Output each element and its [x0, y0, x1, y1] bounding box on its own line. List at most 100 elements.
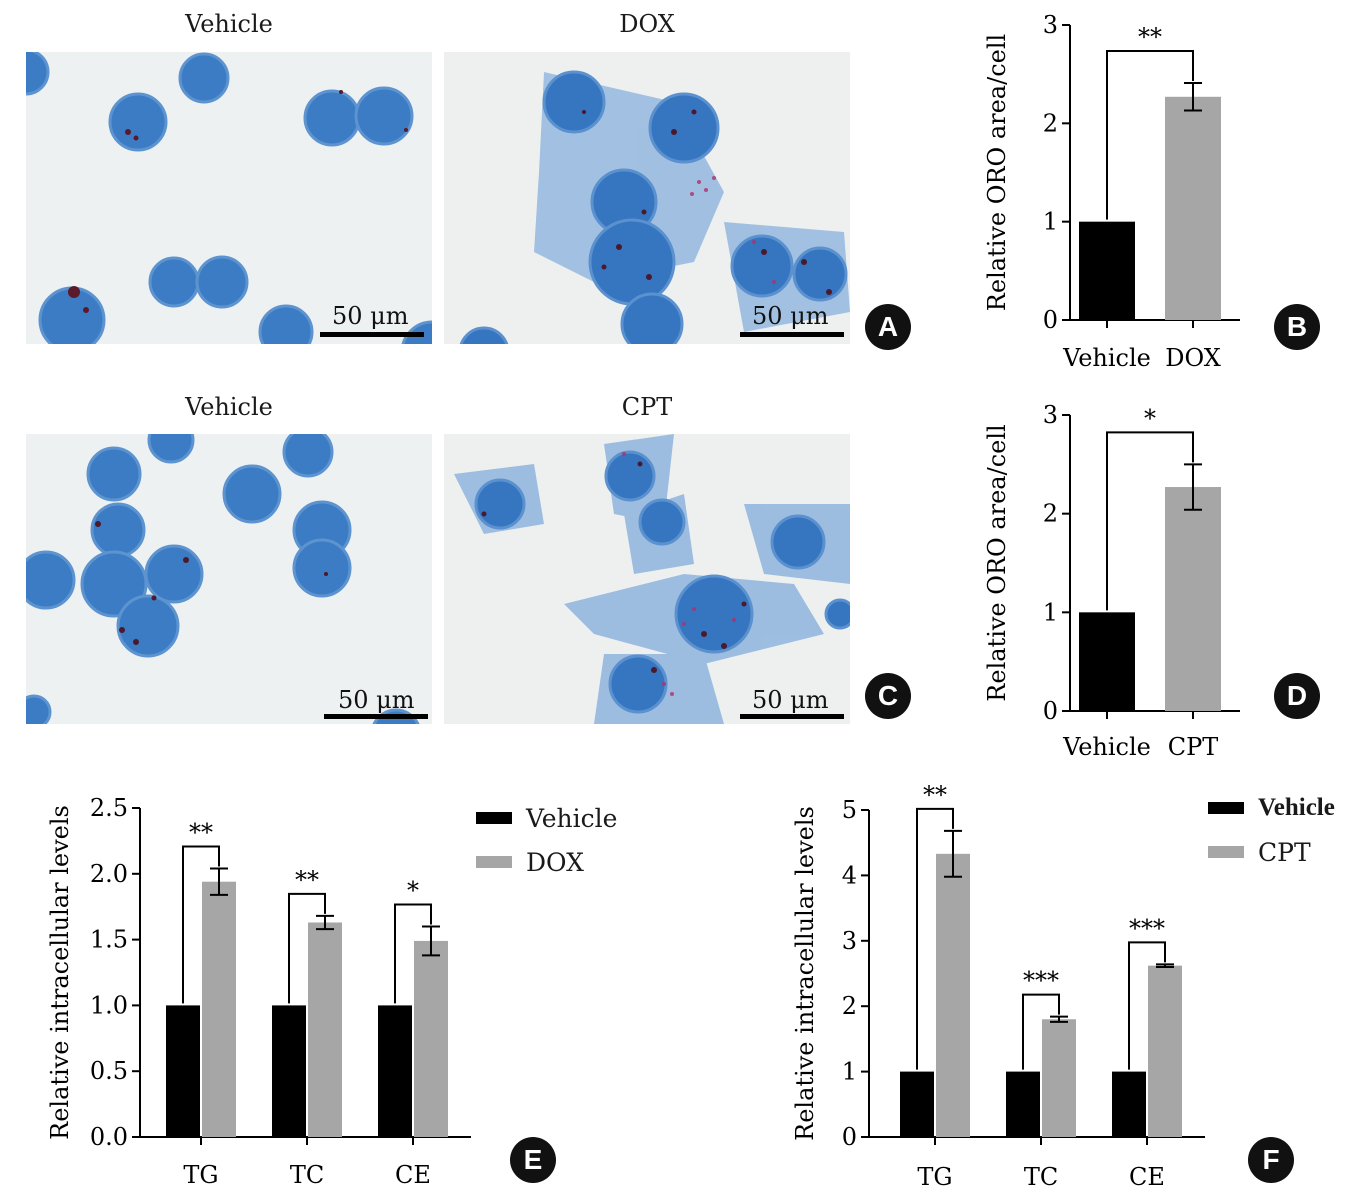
micrograph-a-vehicle-cells — [26, 52, 432, 344]
y-tick-label-e: 1.5 — [90, 926, 128, 954]
y-tick-label-d: 3 — [1043, 401, 1058, 429]
legend-label-e-vehicle: Vehicle — [526, 803, 618, 833]
bar-e-dox-tg — [202, 881, 236, 1137]
bar-e-dox-ce — [414, 940, 448, 1137]
scale-label-a-dox: 50 μm — [752, 302, 829, 330]
scale-bar-c-cpt — [740, 714, 844, 719]
bar-f-vehicle-tg — [900, 1071, 934, 1137]
bar-e-dox-tc — [308, 922, 342, 1137]
y-axis-label-b: Relative ORO area/cell — [983, 34, 1011, 311]
legend-label-e-dox: DOX — [526, 847, 584, 877]
scale-label-c-vehicle: 50 μm — [338, 686, 415, 714]
micrograph-c-vehicle-cells — [26, 434, 432, 724]
significance-bracket-e-tg — [182, 845, 220, 1004]
significance-label-e-tg: ** — [189, 819, 213, 847]
bar-f-cpt-tg — [936, 853, 970, 1137]
y-tick-label-e: 1.0 — [90, 991, 128, 1019]
micrograph-a-vehicle: 50 μm — [26, 52, 432, 344]
significance-bracket-e-ce — [394, 903, 432, 1004]
legend-label-f-vehicle: Vehicle — [1258, 794, 1335, 821]
photo-title-a-dox: DOX — [619, 10, 675, 38]
y-axis-label-e: Relative intracellular levels — [46, 805, 74, 1140]
significance-bracket-f-ce — [1128, 941, 1166, 1070]
y-tick-label-e: 0.0 — [90, 1123, 128, 1151]
scale-bar-a-vehicle — [320, 332, 424, 337]
chart-f: 0 1 2 3 4 5 Relative intracellular levels TG ** T… — [791, 781, 1205, 1191]
panel-label-c: C — [865, 673, 911, 719]
panel-label-e: E — [510, 1137, 556, 1183]
legend-item-f-vehicle: Vehicle — [1208, 786, 1335, 830]
micrograph-c-cpt: 50 μm — [444, 434, 850, 724]
y-tick-label-d: 1 — [1043, 598, 1058, 626]
y-tick-label-e: 0.5 — [90, 1057, 128, 1085]
legend-label-f-cpt: CPT — [1258, 837, 1311, 867]
legend-swatch-f-vehicle — [1208, 802, 1244, 814]
legend-swatch-e-dox — [476, 856, 512, 868]
bar-e-vehicle-ce — [378, 1005, 412, 1137]
x-tick-label-f-ce: CE — [1129, 1163, 1165, 1191]
y-tick-label-b: 1 — [1043, 208, 1058, 236]
legend-f: Vehicle CPT — [1208, 786, 1335, 874]
y-tick-label-b: 3 — [1043, 11, 1058, 39]
scale-bar-c-vehicle — [324, 714, 428, 719]
y-axis-label-d: Relative ORO area/cell — [983, 424, 1011, 701]
legend-e: Vehicle DOX — [476, 796, 617, 884]
bar-d-cpt — [1165, 487, 1221, 711]
x-tick-label-e-ce: CE — [395, 1161, 431, 1189]
bar-b-dox — [1165, 96, 1221, 321]
micrograph-c-vehicle: 50 μm — [26, 434, 432, 724]
significance-label-f-ce: *** — [1129, 914, 1165, 942]
y-tick-label-f: 1 — [842, 1058, 857, 1086]
bar-f-cpt-ce — [1148, 965, 1182, 1137]
photo-title-c-vehicle: Vehicle — [185, 393, 273, 421]
chart-e: 0.0 0.5 1.0 1.5 2.0 2.5 Relative intracellular… — [46, 794, 471, 1189]
significance-label-f-tg: ** — [923, 781, 947, 809]
significance-bracket-e-tc — [288, 892, 326, 1004]
panel-label-d: D — [1274, 673, 1320, 719]
scale-label-c-cpt: 50 μm — [752, 686, 829, 714]
significance-bracket-f-tc — [1022, 993, 1060, 1070]
chart-d: 0 1 2 3 Relative ORO area/cell Vehicle CPT * — [983, 401, 1240, 761]
y-tick-label-b: 2 — [1043, 109, 1058, 137]
legend-item-f-cpt: CPT — [1208, 830, 1335, 874]
panel-label-f: F — [1248, 1137, 1294, 1183]
x-tick-label-f-tc: TC — [1024, 1163, 1058, 1191]
y-tick-label-e: 2.5 — [90, 794, 128, 822]
y-tick-label-f: 0 — [842, 1123, 857, 1151]
x-tick-label-e-tg: TG — [183, 1161, 218, 1189]
significance-bracket-b — [1106, 50, 1194, 220]
y-tick-label-f: 3 — [842, 927, 857, 955]
x-tick-label-d-cpt: CPT — [1168, 733, 1219, 761]
bar-f-vehicle-tc — [1006, 1071, 1040, 1137]
y-tick-label-f: 4 — [842, 861, 857, 889]
y-tick-label-d: 2 — [1043, 500, 1058, 528]
y-axis-label-f: Relative intracellular levels — [791, 806, 819, 1141]
significance-bracket-d — [1106, 431, 1194, 611]
bar-e-vehicle-tc — [272, 1005, 306, 1137]
legend-swatch-e-vehicle — [476, 812, 512, 824]
significance-label-f-tc: *** — [1023, 967, 1059, 995]
x-tick-label-b-vehicle: Vehicle — [1062, 344, 1151, 372]
y-tick-label-e: 2.0 — [90, 860, 128, 888]
y-tick-label-b: 0 — [1043, 306, 1058, 334]
micrograph-c-cpt-cells — [444, 434, 850, 724]
photo-title-a-vehicle: Vehicle — [185, 10, 273, 38]
y-tick-label-f: 5 — [842, 796, 857, 824]
micrograph-a-dox-cells — [444, 52, 850, 344]
photo-title-c-cpt: CPT — [621, 393, 673, 421]
legend-swatch-f-cpt — [1208, 846, 1244, 858]
bar-f-cpt-tc — [1042, 1019, 1076, 1137]
scale-bar-a-dox — [740, 332, 844, 337]
chart-b: 0 1 2 3 Relative ORO area/cell Vehicle DOX ** — [983, 11, 1240, 372]
y-tick-label-f: 2 — [842, 992, 857, 1020]
x-tick-label-e-tc: TC — [290, 1161, 324, 1189]
bar-b-vehicle — [1079, 221, 1135, 320]
significance-label-b: ** — [1138, 23, 1162, 51]
x-tick-label-b-dox: DOX — [1165, 344, 1221, 372]
legend-item-e-vehicle: Vehicle — [476, 796, 617, 840]
y-tick-label-d: 0 — [1043, 697, 1058, 725]
micrograph-a-dox: 50 μm — [444, 52, 850, 344]
significance-label-d: * — [1144, 404, 1156, 432]
significance-label-e-ce: * — [407, 876, 419, 904]
panel-label-b: B — [1274, 304, 1320, 350]
